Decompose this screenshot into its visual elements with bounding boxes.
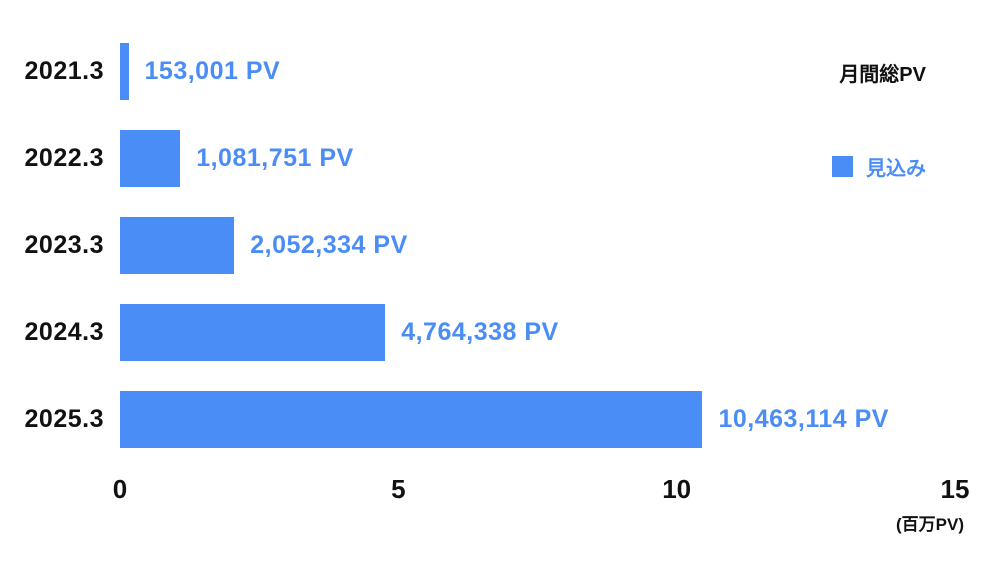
bar xyxy=(120,130,181,187)
value-label: 1,081,751 PV xyxy=(196,144,354,172)
legend-label: 見込み xyxy=(866,158,926,180)
value-label: 4,764,338 PV xyxy=(401,318,559,346)
bar-track: 153,001 PV xyxy=(120,43,955,100)
bar-row: 2022.3 1,081,751 PV xyxy=(0,115,955,202)
x-axis-unit: (百万PV) xyxy=(896,515,964,534)
legend: 見込み xyxy=(832,152,926,181)
bar-track: 10,463,114 PV xyxy=(120,391,955,448)
bar xyxy=(120,391,703,448)
bar-row: 2021.3 153,001 PV xyxy=(0,28,955,115)
bar-row: 2025.3 10,463,114 PV xyxy=(0,376,955,463)
bar-row: 2024.3 4,764,338 PV xyxy=(0,289,955,376)
value-label: 2,052,334 PV xyxy=(250,231,408,259)
bar-row: 2023.3 2,052,334 PV xyxy=(0,202,955,289)
value-label: 10,463,114 PV xyxy=(718,405,889,433)
x-tick-label: 0 xyxy=(112,474,128,504)
bar-track: 1,081,751 PV xyxy=(120,130,955,187)
x-tick-label: 5 xyxy=(391,474,406,504)
bar xyxy=(120,304,386,361)
chart-title: 月間総PV xyxy=(839,64,926,86)
x-tick-label: 15 xyxy=(940,474,970,504)
bar xyxy=(120,43,129,100)
x-tick-label: 10 xyxy=(662,474,692,504)
category-label: 2023.3 xyxy=(24,231,104,259)
category-label: 2021.3 xyxy=(24,57,104,85)
category-label: 2022.3 xyxy=(24,144,104,172)
x-axis: 0 5 10 15 xyxy=(113,474,970,510)
chart-rows: 2021.3 153,001 PV 2022.3 1,081,751 PV 2023.3… xyxy=(0,28,955,463)
legend-swatch-icon xyxy=(832,156,853,177)
bar-track: 4,764,338 PV xyxy=(120,304,955,361)
bar-track: 2,052,334 PV xyxy=(120,217,955,274)
value-label: 153,001 PV xyxy=(144,57,281,85)
category-label: 2024.3 xyxy=(24,318,104,346)
category-label: 2025.3 xyxy=(24,405,104,433)
bar xyxy=(120,217,235,274)
